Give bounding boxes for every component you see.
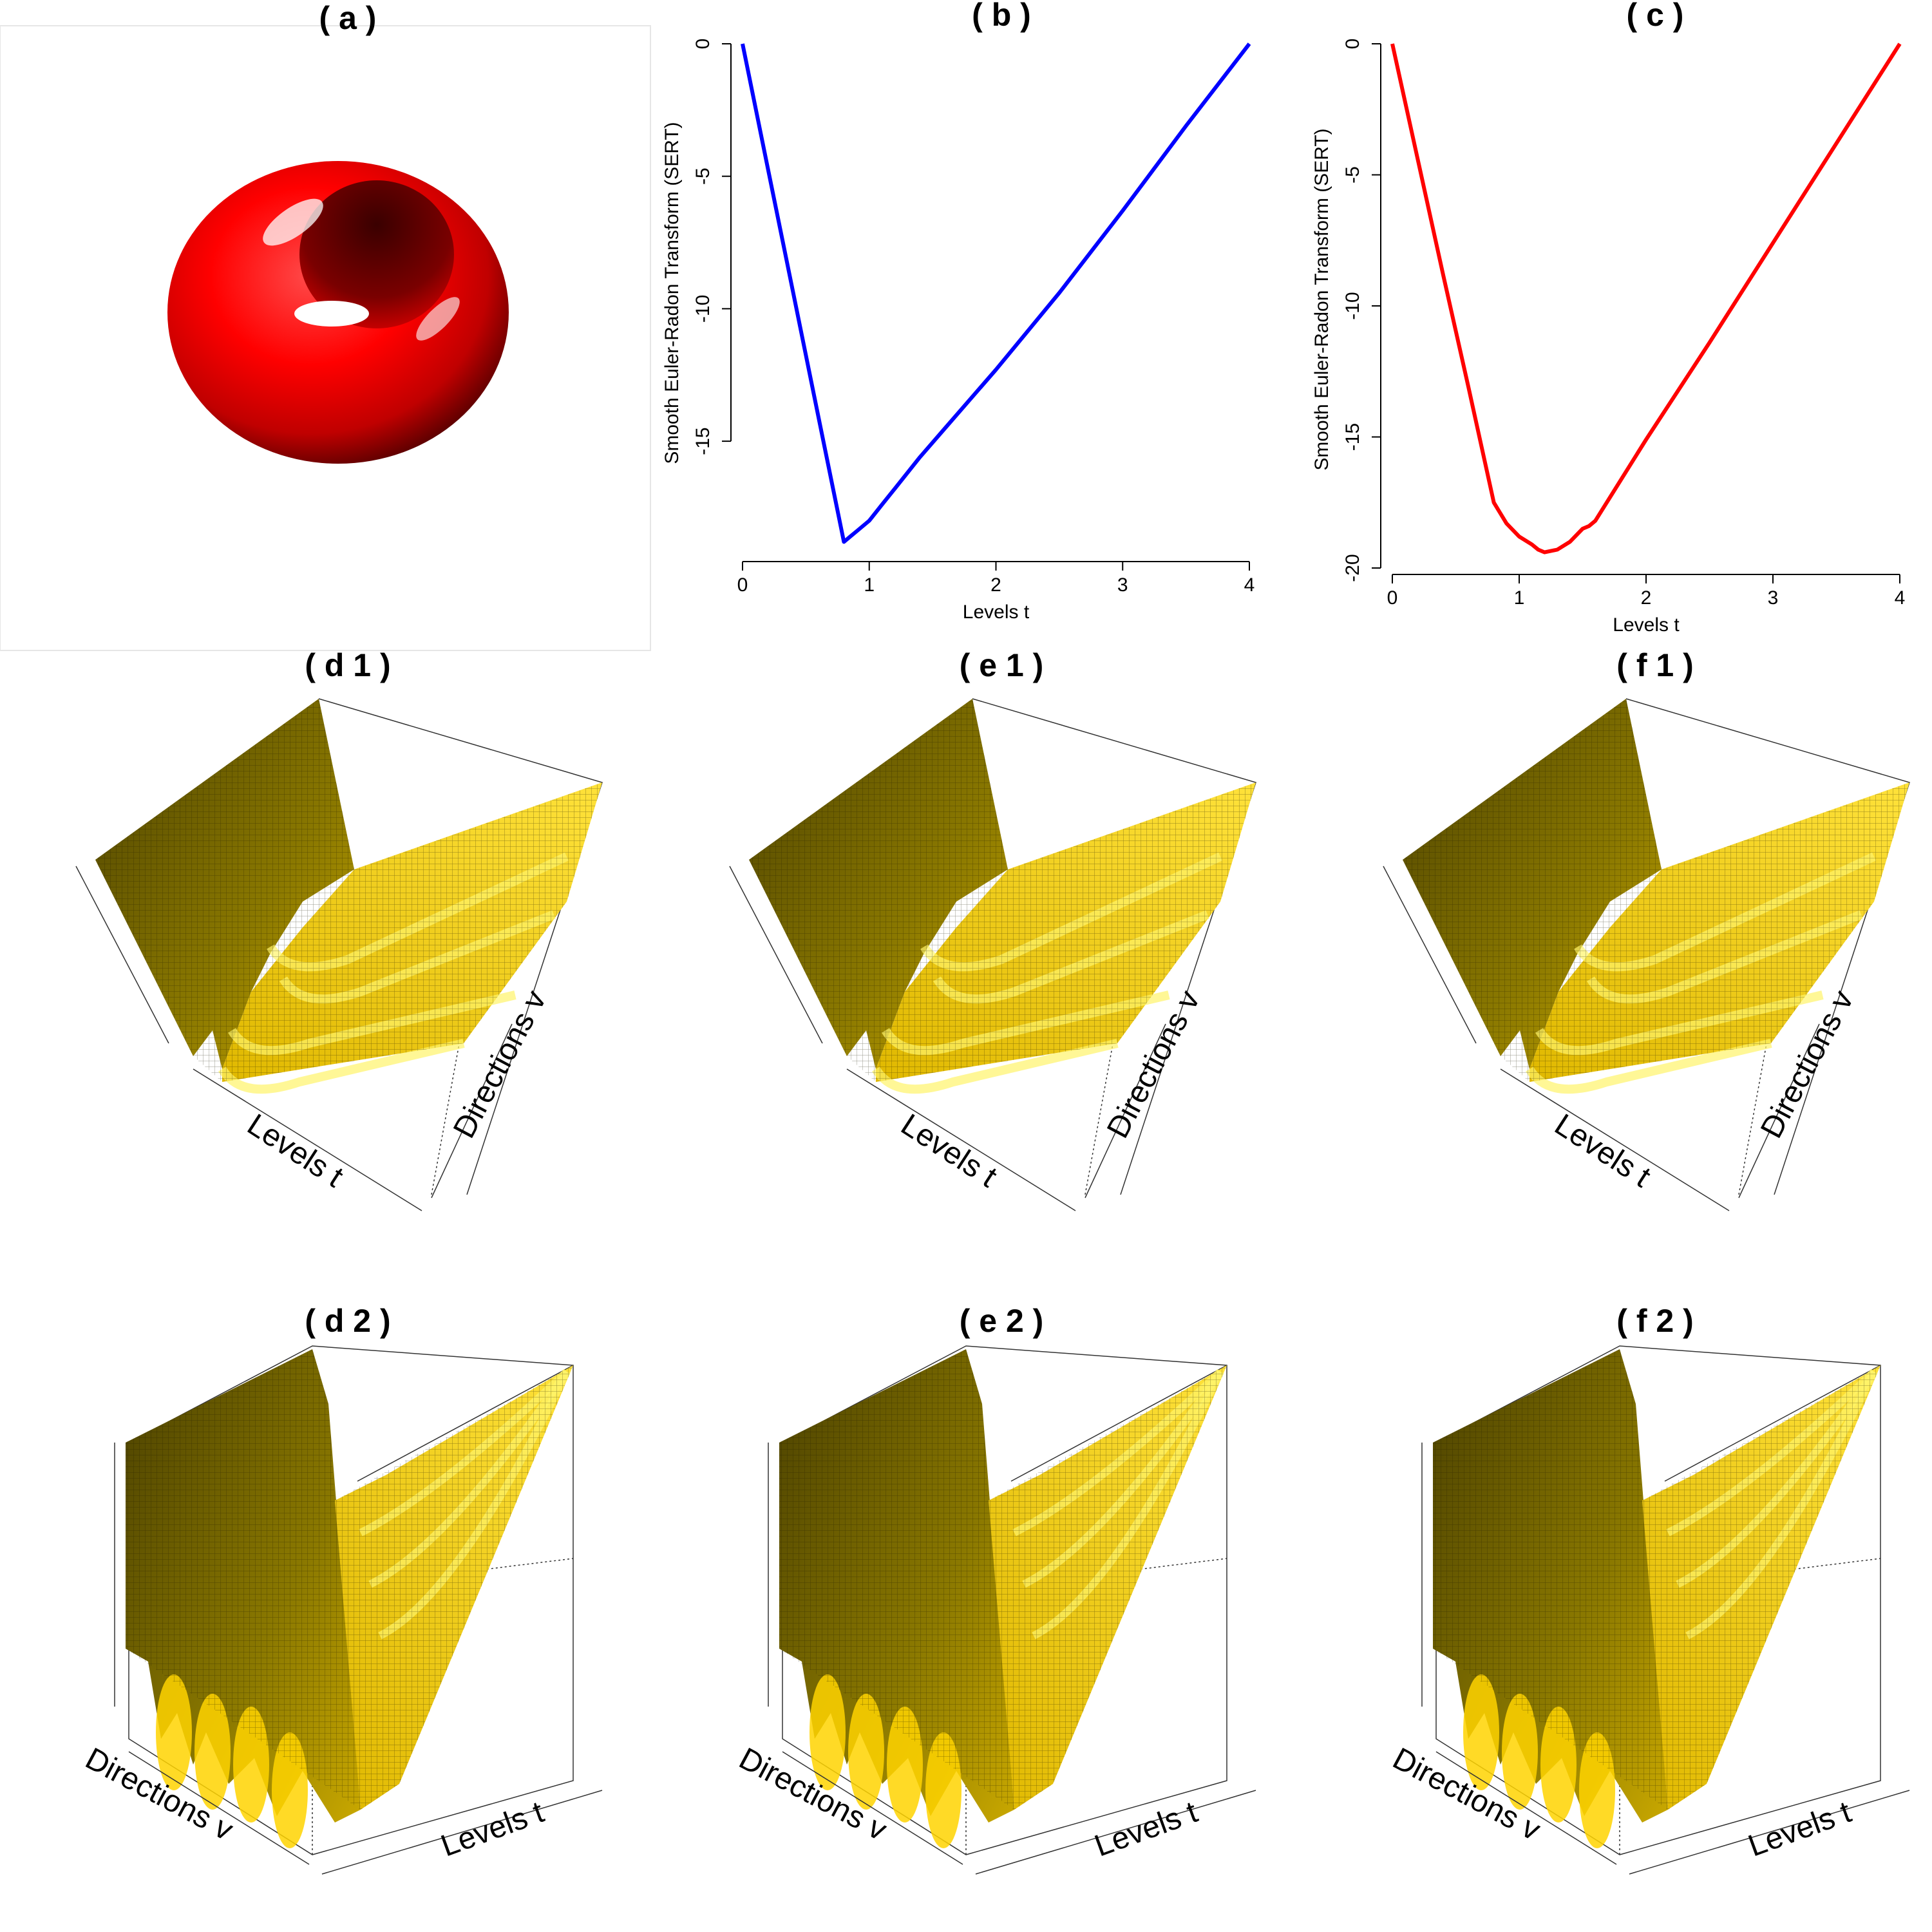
surface-e2 <box>768 1345 1256 1875</box>
axis-arrow <box>128 1751 310 1865</box>
y-tick-label: -5 <box>692 167 714 185</box>
x-tick-label: 1 <box>1514 587 1525 609</box>
y-tick-label: -20 <box>1342 554 1363 582</box>
panel-f2-xlabel: Levels t <box>1744 1795 1856 1863</box>
panel-e2-xlabel: Levels t <box>1090 1795 1202 1863</box>
panel-e2: ( e 2 ) Directions v Levels t <box>734 1303 1256 1875</box>
panel-d1-title: ( d 1 ) <box>305 647 390 683</box>
surface-valley <box>1502 1694 1538 1810</box>
axis-arrow <box>1383 866 1477 1044</box>
box-edge <box>357 1365 574 1482</box>
axis-arrow <box>75 866 169 1044</box>
y-tick-label: 0 <box>1342 39 1363 50</box>
axis-arrow <box>846 1068 1076 1211</box>
box-outline <box>782 1345 1227 1855</box>
x-tick-label: 3 <box>1768 587 1779 609</box>
x-axis-label: Levels t <box>1613 614 1680 636</box>
x-tick-label: 3 <box>1117 574 1128 596</box>
axis-arrow <box>1084 1023 1166 1198</box>
surface-e1 <box>729 698 1256 1211</box>
series-line <box>1390 43 1902 554</box>
torus-highlight <box>263 198 323 246</box>
surface-mesh <box>779 1349 1227 1810</box>
axis-arrow <box>193 1068 422 1211</box>
panel-f1-xlabel: Levels t <box>1549 1108 1657 1195</box>
box-edge <box>1664 1365 1881 1482</box>
x-tick-label: 0 <box>1387 587 1398 609</box>
panel-e1-title: ( e 1 ) <box>960 647 1044 683</box>
torus-image <box>167 161 509 464</box>
surface-f1 <box>1383 698 1910 1211</box>
chart-c: 0 1 2 3 4 0 -5 -10 -15 -20 Levels t Smooth Euler-Ra… <box>1311 39 1905 636</box>
y-tick-label: -5 <box>1342 166 1363 184</box>
axis-arrow <box>1738 1023 1820 1198</box>
surface-d2 <box>114 1345 603 1875</box>
axis-arrow <box>1435 1751 1617 1865</box>
x-tick-label: 0 <box>737 574 748 596</box>
y-axis-label: Smooth Euler-Radon Transform (SERT) <box>661 122 683 464</box>
box-outline <box>128 1345 574 1855</box>
axis-arrow <box>321 1790 603 1875</box>
panel-c: ( c ) 0 1 2 3 4 0 -5 -10 -15 -20 Levels t Smooth Eu… <box>1311 0 1905 636</box>
surface-f2 <box>1421 1345 1910 1875</box>
panel-f2-title: ( f 2 ) <box>1616 1303 1693 1339</box>
y-tick-label: -10 <box>692 295 714 323</box>
panel-d2-xlabel: Levels t <box>437 1795 549 1863</box>
panel-d2-title: ( d 2 ) <box>305 1303 390 1339</box>
x-tick-label: 4 <box>1895 587 1906 609</box>
box-edge <box>1010 1365 1227 1482</box>
panel-d1: ( d 1 ) Levels t Directions v <box>75 647 603 1211</box>
axis-arrow <box>782 1751 963 1865</box>
panel-b-title: ( b ) <box>972 0 1031 33</box>
x-tick-label: 2 <box>1641 587 1652 609</box>
axis-arrow <box>1500 1068 1730 1211</box>
panel-e1-xlabel: Levels t <box>895 1108 1003 1195</box>
surface-d1 <box>75 698 603 1211</box>
surface-mesh <box>1403 699 1909 1082</box>
x-tick-label: 2 <box>990 574 1001 596</box>
surface-mesh <box>749 699 1256 1082</box>
panel-a: ( a ) <box>0 0 651 651</box>
series-line <box>741 43 1251 544</box>
panel-a-title: ( a ) <box>319 0 377 36</box>
panel-a-frame <box>0 25 651 651</box>
panel-e1: ( e 1 ) Levels t Directions v <box>729 647 1256 1211</box>
panel-f2: ( f 2 ) Directions v Levels t <box>1387 1303 1910 1875</box>
x-axis-label: Levels t <box>963 601 1030 623</box>
torus-inner-shadow <box>299 180 454 328</box>
torus-highlight-2 <box>416 297 460 341</box>
surface-valley <box>848 1694 884 1810</box>
torus-hole <box>294 301 369 327</box>
x-tick-label: 4 <box>1244 574 1255 596</box>
panel-d2: ( d 2 ) Directions v Levels t <box>80 1303 603 1875</box>
panel-b: ( b ) 0 1 2 3 4 0 -5 -10 -15 Levels t Smooth Euler… <box>661 0 1255 623</box>
surface-mesh <box>126 1349 573 1810</box>
surface-valley <box>194 1694 231 1810</box>
y-axis-label: Smooth Euler-Radon Transform (SERT) <box>1311 128 1332 470</box>
panel-c-title: ( c ) <box>1627 0 1684 33</box>
surface-mesh <box>95 699 602 1082</box>
y-tick-label: -10 <box>1342 292 1363 319</box>
y-tick-label: 0 <box>692 39 714 50</box>
surface-valley <box>156 1674 192 1790</box>
panel-f1: ( f 1 ) Levels t Directions v <box>1383 647 1910 1211</box>
axis-arrow <box>1629 1790 1910 1875</box>
panel-f1-title: ( f 1 ) <box>1616 647 1693 683</box>
axis-arrow <box>975 1790 1256 1875</box>
panel-d1-xlabel: Levels t <box>242 1108 350 1195</box>
box-outline <box>1435 1345 1881 1855</box>
y-tick-label: -15 <box>692 427 714 455</box>
axis-arrow <box>431 1023 513 1198</box>
chart-b: 0 1 2 3 4 0 -5 -10 -15 Levels t Smooth Euler-Radon… <box>661 39 1255 623</box>
surface-valley <box>1463 1674 1499 1790</box>
panel-e2-title: ( e 2 ) <box>960 1303 1044 1339</box>
surface-mesh <box>1433 1349 1880 1810</box>
x-tick-label: 1 <box>864 574 875 596</box>
surface-valley <box>810 1674 846 1790</box>
y-tick-label: -15 <box>1342 423 1363 451</box>
axis-arrow <box>729 866 823 1044</box>
